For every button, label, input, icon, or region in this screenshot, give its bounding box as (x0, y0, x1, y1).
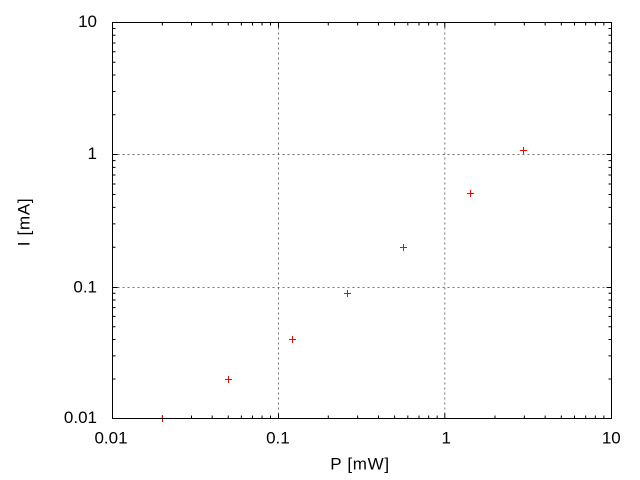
svg-text:10: 10 (602, 429, 621, 448)
svg-text:0.01: 0.01 (94, 429, 127, 448)
svg-text:P [mW]: P [mW] (330, 455, 390, 474)
svg-text:1: 1 (441, 429, 450, 448)
svg-text:1: 1 (88, 144, 97, 163)
svg-text:0.1: 0.1 (266, 429, 290, 448)
svg-text:10: 10 (78, 12, 97, 31)
svg-text:0.01: 0.01 (64, 408, 97, 427)
svg-text:I [mA]: I [mA] (15, 198, 34, 247)
svg-text:0.1: 0.1 (73, 277, 97, 296)
